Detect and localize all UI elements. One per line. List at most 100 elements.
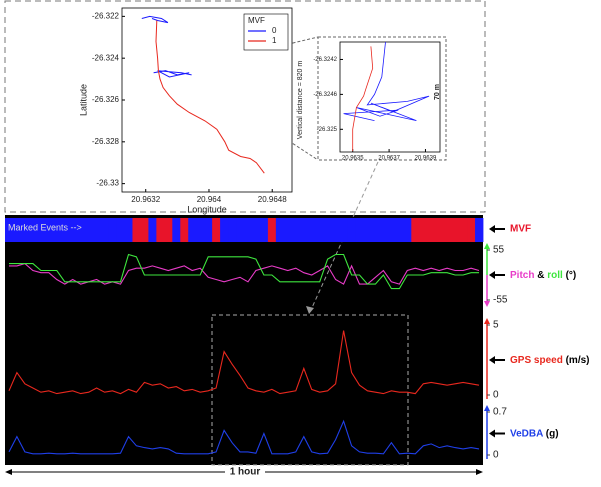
- event-segment: [387, 218, 396, 242]
- y-tick-label: 0: [493, 450, 499, 461]
- plot-frame: [339, 41, 441, 153]
- legend-label: 1: [272, 36, 277, 45]
- event-segment: [204, 218, 213, 242]
- event-segment: [403, 218, 412, 242]
- x-tick-label: 20.9635: [342, 156, 364, 162]
- link-arrow-head: [306, 306, 314, 314]
- event-segment: [12, 218, 22, 242]
- event-segment: [379, 218, 388, 242]
- axis-arrow: [484, 318, 490, 324]
- event-segment: [156, 218, 165, 242]
- event-segment: [148, 218, 157, 242]
- event-segment: [315, 218, 325, 242]
- label-part: GPS speed: [510, 355, 563, 366]
- event-segment: [244, 218, 253, 242]
- event-segment: [435, 218, 444, 242]
- pointer-head: [489, 356, 495, 364]
- event-segment: [443, 218, 452, 242]
- event-segment: [116, 218, 125, 242]
- label-part: &: [537, 270, 544, 281]
- label-part: VeDBA: [510, 428, 543, 439]
- y-tick-label: 55: [493, 245, 505, 256]
- event-segment: [259, 218, 269, 242]
- event-segment: [427, 218, 436, 242]
- label-part: (m/s): [566, 355, 590, 366]
- label-part: Pitch: [510, 270, 534, 281]
- axis-arrow: [484, 405, 490, 411]
- axis-arrow: [484, 243, 490, 249]
- event-segment: [172, 218, 181, 242]
- event-segment: [5, 218, 14, 242]
- y-tick-label: -55: [493, 295, 508, 306]
- axis-arrow: [484, 301, 490, 307]
- event-segment: [291, 218, 301, 242]
- panel-background: [5, 215, 483, 465]
- event-segment: [84, 218, 94, 242]
- y-tick-label: 0.7: [493, 407, 507, 418]
- time-span-label: 1 hour: [230, 467, 261, 478]
- y-tick-label: -26.324: [92, 53, 120, 62]
- event-segment: [28, 218, 38, 242]
- panel-label: GPS speed (m/s): [510, 355, 590, 366]
- series-line: [8, 330, 480, 395]
- event-segment: [355, 218, 364, 242]
- track-line: [343, 41, 430, 121]
- panel-label: VeDBA (g): [510, 428, 559, 439]
- event-segment: [459, 218, 468, 242]
- zoom-connector: [204, 36, 319, 65]
- event-segment: [124, 218, 133, 242]
- y-tick-label: -26.328: [92, 137, 120, 146]
- y-tick-label: -26.322: [92, 11, 120, 20]
- event-segment: [323, 218, 333, 242]
- x-tick-label: 20.9639: [415, 156, 437, 162]
- event-segment: [180, 218, 189, 242]
- panel-label: MVF: [510, 224, 531, 235]
- event-segment: [347, 218, 356, 242]
- event-segment: [283, 218, 293, 242]
- x-tick-label: 20.9648: [258, 195, 287, 204]
- x-axis-label: Longitude: [187, 204, 227, 214]
- event-segment: [132, 218, 141, 242]
- annotation: Vertical distance = 820 m: [297, 61, 304, 140]
- event-segment: [68, 218, 78, 242]
- event-segment: [76, 218, 86, 242]
- event-segment: [475, 218, 484, 242]
- event-segment: [188, 218, 197, 242]
- track-line: [141, 15, 192, 78]
- panel-label: Pitch & roll (°): [510, 270, 576, 281]
- y-tick-label: 0: [493, 390, 499, 401]
- y-axis-label: Latitude: [78, 84, 88, 116]
- pointer-head: [489, 271, 495, 279]
- y-tick-label: -26.325: [317, 127, 338, 133]
- time-span-label-bg: [225, 466, 265, 478]
- annotation: 70 m: [434, 84, 441, 100]
- event-segment: [228, 218, 237, 242]
- event-segment: [92, 218, 101, 242]
- legend-label: 0: [272, 26, 277, 35]
- event-segment: [451, 218, 460, 242]
- y-tick-label: -26.3242: [313, 57, 337, 63]
- event-segment: [20, 218, 30, 242]
- event-segment: [307, 218, 317, 242]
- event-segment: [52, 218, 62, 242]
- event-segment: [411, 218, 420, 242]
- pointer-head: [489, 225, 495, 233]
- y-tick-label: -26.33: [96, 179, 119, 188]
- legend-title: MVF: [248, 16, 265, 25]
- event-segment: [164, 218, 173, 242]
- event-segment: [419, 218, 428, 242]
- event-segment: [212, 218, 221, 242]
- y-tick-label: -26.3246: [313, 92, 337, 98]
- label-part: (°): [566, 270, 577, 281]
- event-segment: [60, 218, 70, 242]
- x-tick-label: 20.964: [197, 195, 222, 204]
- event-segment: [236, 218, 245, 242]
- y-tick-label: -26.326: [92, 95, 120, 104]
- legend-box: [243, 13, 289, 51]
- top-frame: [4, 0, 486, 213]
- series-line: [8, 419, 480, 455]
- event-segment: [395, 218, 404, 242]
- event-segment: [339, 218, 348, 242]
- event-segment: [36, 218, 46, 242]
